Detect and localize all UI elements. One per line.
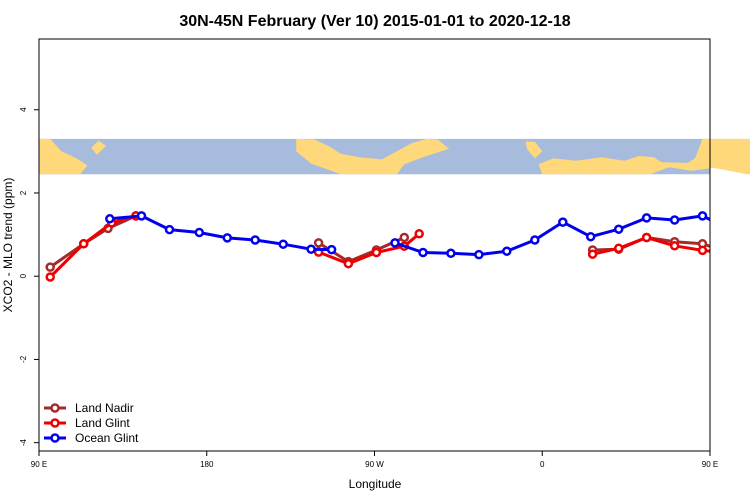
plot-frame	[38, 38, 711, 452]
y-tick-label: 2	[19, 190, 28, 195]
data-point-land-glint	[669, 241, 680, 251]
legend-marker	[50, 418, 60, 428]
map-landmass-5	[538, 138, 750, 175]
x-tick-label: 90 E	[702, 460, 718, 469]
x-axis: 90 E 180 90 W 0 90 E	[31, 451, 718, 469]
x-tick-label: 90 W	[365, 460, 384, 469]
legend-marker	[50, 433, 60, 443]
data-point-ocean-glint	[669, 215, 680, 225]
data-point-ocean-glint	[697, 211, 708, 221]
data-point-ocean-glint	[418, 247, 428, 258]
data-point-ocean-glint	[474, 249, 484, 260]
series-land-glint	[45, 211, 734, 282]
y-tick-label: 0	[19, 273, 28, 278]
data-point-ocean-glint	[250, 235, 260, 245]
data-point-ocean-glint	[306, 244, 316, 254]
map-landmass-4	[525, 141, 543, 159]
legend-item-land-nadir: Land Nadir	[44, 401, 134, 415]
data-point-land-glint	[371, 247, 382, 258]
data-point-ocean-glint	[641, 213, 652, 223]
data-point-land-glint	[45, 272, 55, 282]
data-point-land-glint	[78, 239, 89, 249]
map-landmass-2	[91, 140, 107, 155]
data-point-ocean-glint	[390, 238, 400, 248]
data-point-ocean-glint	[194, 227, 205, 238]
data-point-ocean-glint	[105, 214, 115, 224]
series-layer	[45, 211, 734, 282]
data-point-ocean-glint	[558, 217, 568, 227]
y-axis-title: XCO2 - MLO trend (ppm)	[1, 178, 15, 313]
x-tick-label: 90 E	[31, 460, 47, 469]
map-landmass-3	[296, 138, 450, 175]
data-point-land-glint	[587, 249, 598, 259]
data-point-ocean-glint	[502, 246, 512, 256]
data-point-land-glint	[641, 232, 652, 243]
world-map-strip	[39, 138, 750, 175]
y-tick-label: 4	[19, 107, 28, 112]
map-landmass-1	[39, 138, 88, 175]
legend-label: Ocean Glint	[75, 431, 139, 445]
data-point-land-glint	[343, 258, 354, 269]
legend-item-land-glint: Land Glint	[44, 416, 130, 430]
data-point-land-nadir	[727, 250, 734, 257]
data-point-ocean-glint	[585, 231, 596, 242]
legend-marker	[50, 403, 60, 413]
data-point-land-nadir	[45, 262, 55, 272]
legend-label: Land Nadir	[75, 401, 134, 415]
data-point-ocean-glint	[164, 224, 175, 235]
chart-title: 30N-45N February (Ver 10) 2015-01-01 to …	[179, 13, 570, 30]
data-point-land-glint	[613, 243, 624, 254]
y-tick-label: -2	[19, 355, 28, 363]
data-point-ocean-glint	[136, 211, 147, 221]
x-tick-label: 180	[200, 460, 214, 469]
data-point-land-nadir	[399, 232, 410, 243]
data-point-ocean-glint	[326, 244, 337, 255]
data-point-land-nadir	[313, 238, 324, 248]
series-line-ocean-glint	[109, 214, 332, 252]
series-line-land-nadir	[49, 214, 137, 269]
data-point-ocean-glint	[613, 224, 624, 234]
legend-item-ocean-glint: Ocean Glint	[44, 431, 139, 445]
data-point-land-glint	[727, 250, 734, 257]
data-point-land-glint	[697, 245, 708, 256]
series-ocean-glint	[105, 211, 734, 260]
data-point-ocean-glint	[278, 239, 288, 249]
x-axis-title: Longitude	[349, 477, 402, 491]
data-point-ocean-glint	[727, 226, 734, 233]
data-point-ocean-glint	[446, 248, 456, 259]
data-point-ocean-glint	[222, 233, 233, 243]
series-line-land-glint	[49, 214, 137, 279]
data-point-land-glint	[414, 229, 424, 239]
y-tick-label: -4	[19, 439, 28, 447]
y-axis: -4 -2 0 2 4	[19, 107, 39, 446]
data-point-ocean-glint	[530, 235, 540, 245]
x-tick-label: 0	[540, 460, 545, 469]
legend-label: Land Glint	[75, 416, 130, 430]
